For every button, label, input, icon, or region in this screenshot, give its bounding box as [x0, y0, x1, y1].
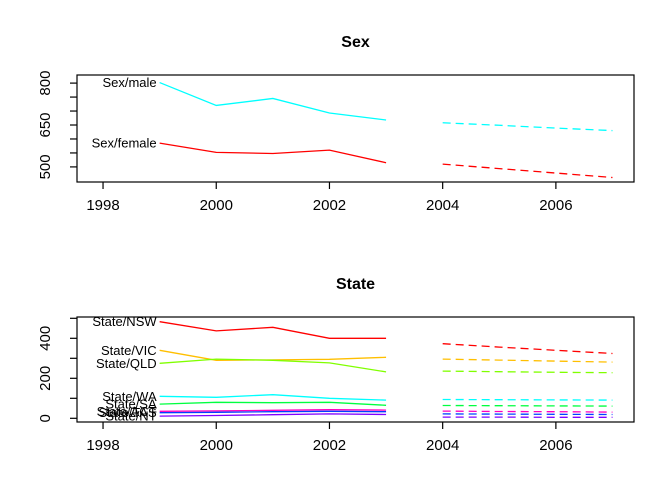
series-line-solid	[159, 321, 387, 339]
x-tick-label: 2000	[200, 197, 233, 214]
y-tick-label: 200	[37, 366, 54, 391]
series-line-solid	[159, 358, 387, 373]
series-line-solid	[159, 142, 387, 164]
plot-box	[76, 316, 635, 423]
series-line-solid	[159, 409, 387, 412]
series-label: State/NSW	[92, 314, 157, 329]
series-line-solid	[159, 410, 387, 414]
series-label: State/TAS	[98, 405, 157, 420]
series-label: Sex/female	[92, 136, 157, 151]
series-label: Sex/male	[102, 75, 156, 90]
y-tick-label: 400	[37, 326, 54, 351]
series-line-solid	[159, 349, 387, 361]
plot-box	[76, 74, 635, 183]
x-tick-label: 2006	[539, 437, 572, 454]
x-tick-label: 1998	[86, 437, 119, 454]
series-line-forecast	[442, 343, 613, 355]
x-tick-label: 2002	[313, 197, 346, 214]
series-label: State/ACT	[97, 404, 157, 419]
sex-chart: Sex 1998 2000 2002 2004 2006 500 650 800 Sex/male…	[37, 34, 635, 214]
series-label: State/QLD	[96, 356, 157, 371]
series-line-forecast	[442, 410, 613, 413]
y-tick-label: 650	[37, 112, 54, 137]
series-line-solid	[159, 394, 387, 401]
series-line-solid	[159, 413, 387, 417]
x-tick-label: 2002	[313, 437, 346, 454]
y-tick-label: 0	[37, 414, 54, 422]
series-line-forecast	[442, 404, 613, 407]
series-label: State/SA	[105, 397, 157, 412]
series-line-forecast	[442, 413, 613, 416]
series-line-forecast	[442, 370, 613, 374]
series-line-forecast	[442, 358, 613, 363]
y-tick-label: 500	[37, 154, 54, 179]
series-line-forecast	[442, 163, 613, 179]
y-tick-label: 800	[37, 71, 54, 96]
series-label: State/WA	[102, 389, 157, 404]
state-chart: State 1998 2000 2002 2004 2006 0 200 400 State/NS…	[37, 276, 635, 454]
x-tick-label: 1998	[86, 197, 119, 214]
series-label: State/NT	[105, 409, 156, 424]
x-tick-label: 2000	[200, 437, 233, 454]
series-label: State/VIC	[101, 343, 157, 358]
series-line-forecast	[442, 398, 613, 401]
x-tick-label: 2004	[426, 437, 459, 454]
x-tick-label: 2006	[539, 197, 572, 214]
series-line-solid	[159, 81, 387, 121]
chart-title: State	[336, 276, 375, 293]
x-tick-label: 2004	[426, 197, 459, 214]
series-line-solid	[159, 401, 387, 406]
chart-title: Sex	[341, 34, 370, 51]
series-line-forecast	[442, 122, 613, 132]
